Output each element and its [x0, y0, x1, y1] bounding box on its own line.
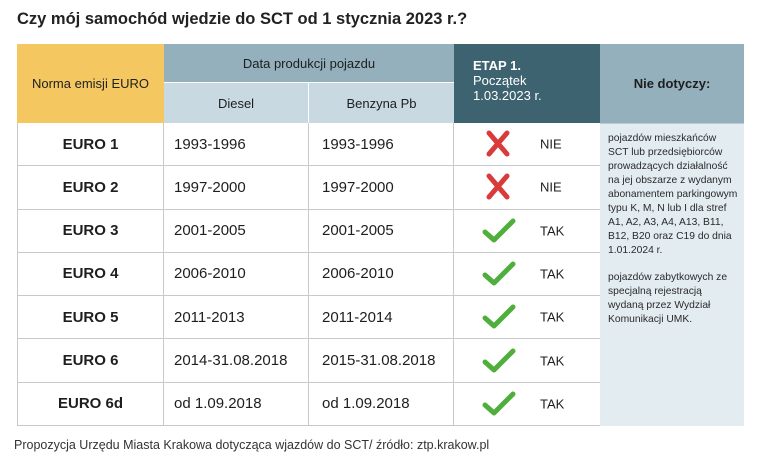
- norma-cell: EURO 3: [18, 209, 164, 252]
- benzyna-cell: 2015-31.08.2018: [309, 339, 454, 382]
- benzyna-cell: 1993-1996: [309, 123, 454, 166]
- status-cell: NIE: [454, 123, 601, 166]
- exemption-residents: pojazdów mieszkańców SCT lub przedsiębio…: [608, 133, 738, 256]
- benzyna-cell: 2006-2010: [309, 252, 454, 296]
- header-norma-emisji: Norma emisji EURO: [17, 44, 164, 123]
- table-row: EURO 2 1997-2000 1997-2000 NIE: [18, 166, 601, 210]
- status-cell: TAK: [454, 252, 601, 296]
- check-icon: [482, 261, 516, 286]
- diesel-cell: 1997-2000: [164, 166, 309, 209]
- status-cell: TAK: [454, 209, 601, 252]
- diesel-cell: 2001-2005: [164, 209, 309, 252]
- header-diesel: Diesel: [164, 82, 309, 123]
- cross-icon: [486, 173, 510, 200]
- norma-cell: EURO 6: [18, 339, 164, 382]
- check-icon: [482, 304, 516, 329]
- table-row: EURO 1 1993-1996 1993-1996 NIE: [18, 123, 601, 167]
- check-icon: [482, 218, 516, 243]
- status-label: NIE: [540, 136, 562, 152]
- check-icon: [482, 391, 516, 416]
- diesel-cell: 2011-2013: [164, 296, 309, 339]
- benzyna-cell: 2001-2005: [309, 209, 454, 252]
- nie-dotyczy-box: pojazdów mieszkańców SCT lub przedsiębio…: [600, 123, 744, 426]
- status-cell: TAK: [454, 339, 601, 382]
- status-cell: TAK: [454, 382, 601, 425]
- norma-cell: EURO 1: [18, 123, 164, 166]
- status-label: TAK: [540, 223, 565, 239]
- image-caption: Propozycja Urzędu Miasta Krakowa dotyczą…: [14, 438, 490, 452]
- status-label: TAK: [540, 396, 565, 412]
- exemption-historic: pojazdów zabytkowych ze specjalną rejest…: [608, 272, 728, 325]
- page-title: Czy mój samochód wjedzie do SCT od 1 sty…: [17, 10, 468, 28]
- status-cell: TAK: [454, 296, 601, 339]
- benzyna-cell: od 1.09.2018: [309, 382, 454, 425]
- etap-start-label: Początek: [473, 73, 527, 88]
- norma-cell: EURO 5: [18, 296, 164, 339]
- status-label: NIE: [540, 179, 562, 195]
- header-data-produkcji: Data produkcji pojazdu: [164, 44, 454, 82]
- table-row: EURO 6 2014-31.08.2018 2015-31.08.2018 TAK: [18, 339, 601, 383]
- norma-cell: EURO 2: [18, 166, 164, 209]
- header-benzyna: Benzyna Pb: [309, 82, 454, 123]
- benzyna-cell: 2011-2014: [309, 296, 454, 339]
- status-label: TAK: [540, 266, 565, 282]
- diesel-cell: 1993-1996: [164, 123, 309, 166]
- norma-cell: EURO 4: [18, 252, 164, 296]
- status-label: TAK: [540, 309, 565, 325]
- table-row: EURO 4 2006-2010 2006-2010 TAK: [18, 252, 601, 297]
- header-etap: ETAP 1. Początek 1.03.2023 r.: [454, 44, 600, 123]
- table-row: EURO 6d od 1.09.2018 od 1.09.2018 TAK: [18, 382, 601, 426]
- header-nie-dotyczy: Nie dotyczy:: [600, 44, 744, 123]
- etap-date: 1.03.2023 r.: [473, 88, 542, 103]
- benzyna-cell: 1997-2000: [309, 166, 454, 209]
- sct-table: Norma emisji EURO Data produkcji pojazdu…: [17, 44, 744, 426]
- table-row: EURO 5 2011-2013 2011-2014 TAK: [18, 296, 601, 340]
- table-body: EURO 1 1993-1996 1993-1996 NIE EURO 2 1997-20…: [17, 123, 601, 426]
- diesel-cell: od 1.09.2018: [164, 382, 309, 425]
- norma-cell: EURO 6d: [18, 382, 164, 425]
- cross-icon: [486, 130, 510, 157]
- status-label: TAK: [540, 353, 565, 369]
- diesel-cell: 2006-2010: [164, 252, 309, 296]
- diesel-cell: 2014-31.08.2018: [164, 339, 309, 382]
- check-icon: [482, 348, 516, 373]
- status-cell: NIE: [454, 166, 601, 209]
- etap-label: ETAP 1.: [473, 58, 521, 73]
- table-row: EURO 3 2001-2005 2001-2005 TAK: [18, 209, 601, 253]
